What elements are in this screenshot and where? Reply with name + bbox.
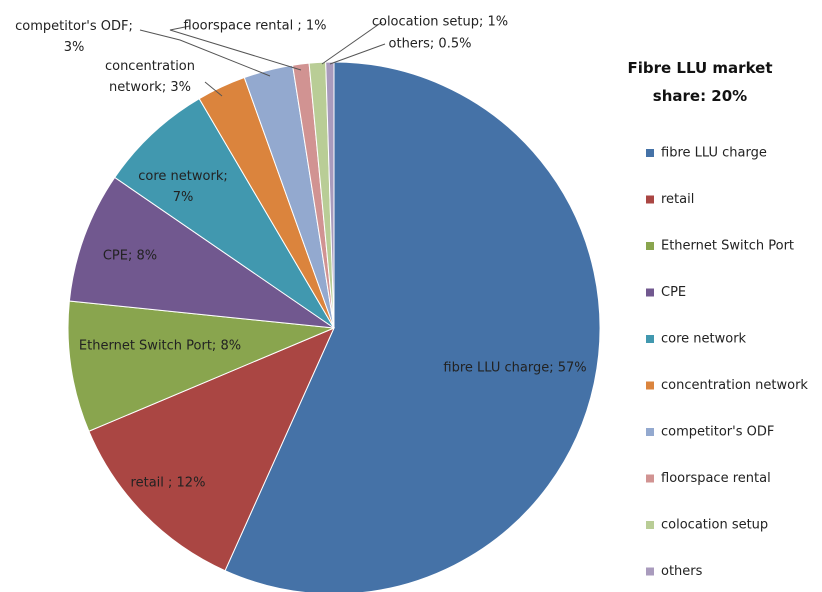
pie-slice (114, 97, 335, 329)
chart-title: Fibre LLU market share: 20% (627, 59, 773, 105)
pie-slice (68, 176, 335, 329)
leader-line (204, 81, 223, 97)
legend-swatch (646, 149, 654, 157)
pie-slice (88, 327, 335, 572)
legend-label: concentration network (661, 378, 808, 393)
leader-line (139, 29, 271, 77)
pie-slice (67, 300, 335, 432)
data-label: concentration network; 3% (105, 59, 195, 95)
data-label: fibre LLU charge; 57% (443, 361, 586, 376)
legend-swatch (646, 428, 654, 436)
legend-label: CPE (661, 285, 686, 300)
data-label: Ethernet Switch Port; 8% (79, 339, 241, 354)
data-label: core network; 7% (138, 169, 227, 205)
leader-line (169, 25, 302, 71)
legend-label: colocation setup (661, 518, 768, 533)
label-line: 3% (64, 40, 85, 55)
legend-label: core network (661, 332, 747, 347)
label-line: competitor's ODF; (15, 19, 133, 34)
legend-swatch (646, 335, 654, 343)
legend-label: others (661, 564, 703, 579)
data-label: retail ; 12% (131, 476, 206, 491)
data-label: floorspace rental ; 1% (184, 19, 327, 34)
legend-swatch (646, 567, 654, 576)
data-label: colocation setup; 1% (372, 15, 508, 30)
legend-swatch (646, 474, 654, 483)
data-label: competitor's ODF; 3% (15, 19, 133, 55)
label-line: network; 3% (109, 80, 191, 95)
label-line: core network; (138, 169, 227, 184)
legend-label: fibre LLU charge (661, 146, 767, 161)
legend-swatch (646, 288, 654, 297)
legend-label: floorspace rental (661, 471, 771, 486)
data-label: others; 0.5% (389, 37, 472, 52)
pie-slice (224, 61, 601, 592)
pie-slice (325, 61, 335, 329)
leader-line (329, 43, 386, 65)
legend-label: Ethernet Switch Port (661, 239, 794, 254)
legend-swatch (646, 521, 654, 529)
legend-label: competitor's ODF (661, 425, 774, 440)
legend-label: retail (661, 192, 694, 207)
legend-swatch (646, 242, 654, 250)
legend-swatch (646, 195, 654, 204)
data-label: CPE; 8% (103, 249, 157, 264)
label-line: 7% (173, 190, 194, 205)
legend-swatch (646, 381, 654, 390)
leader-line (321, 21, 383, 65)
label-line: concentration (105, 59, 195, 74)
